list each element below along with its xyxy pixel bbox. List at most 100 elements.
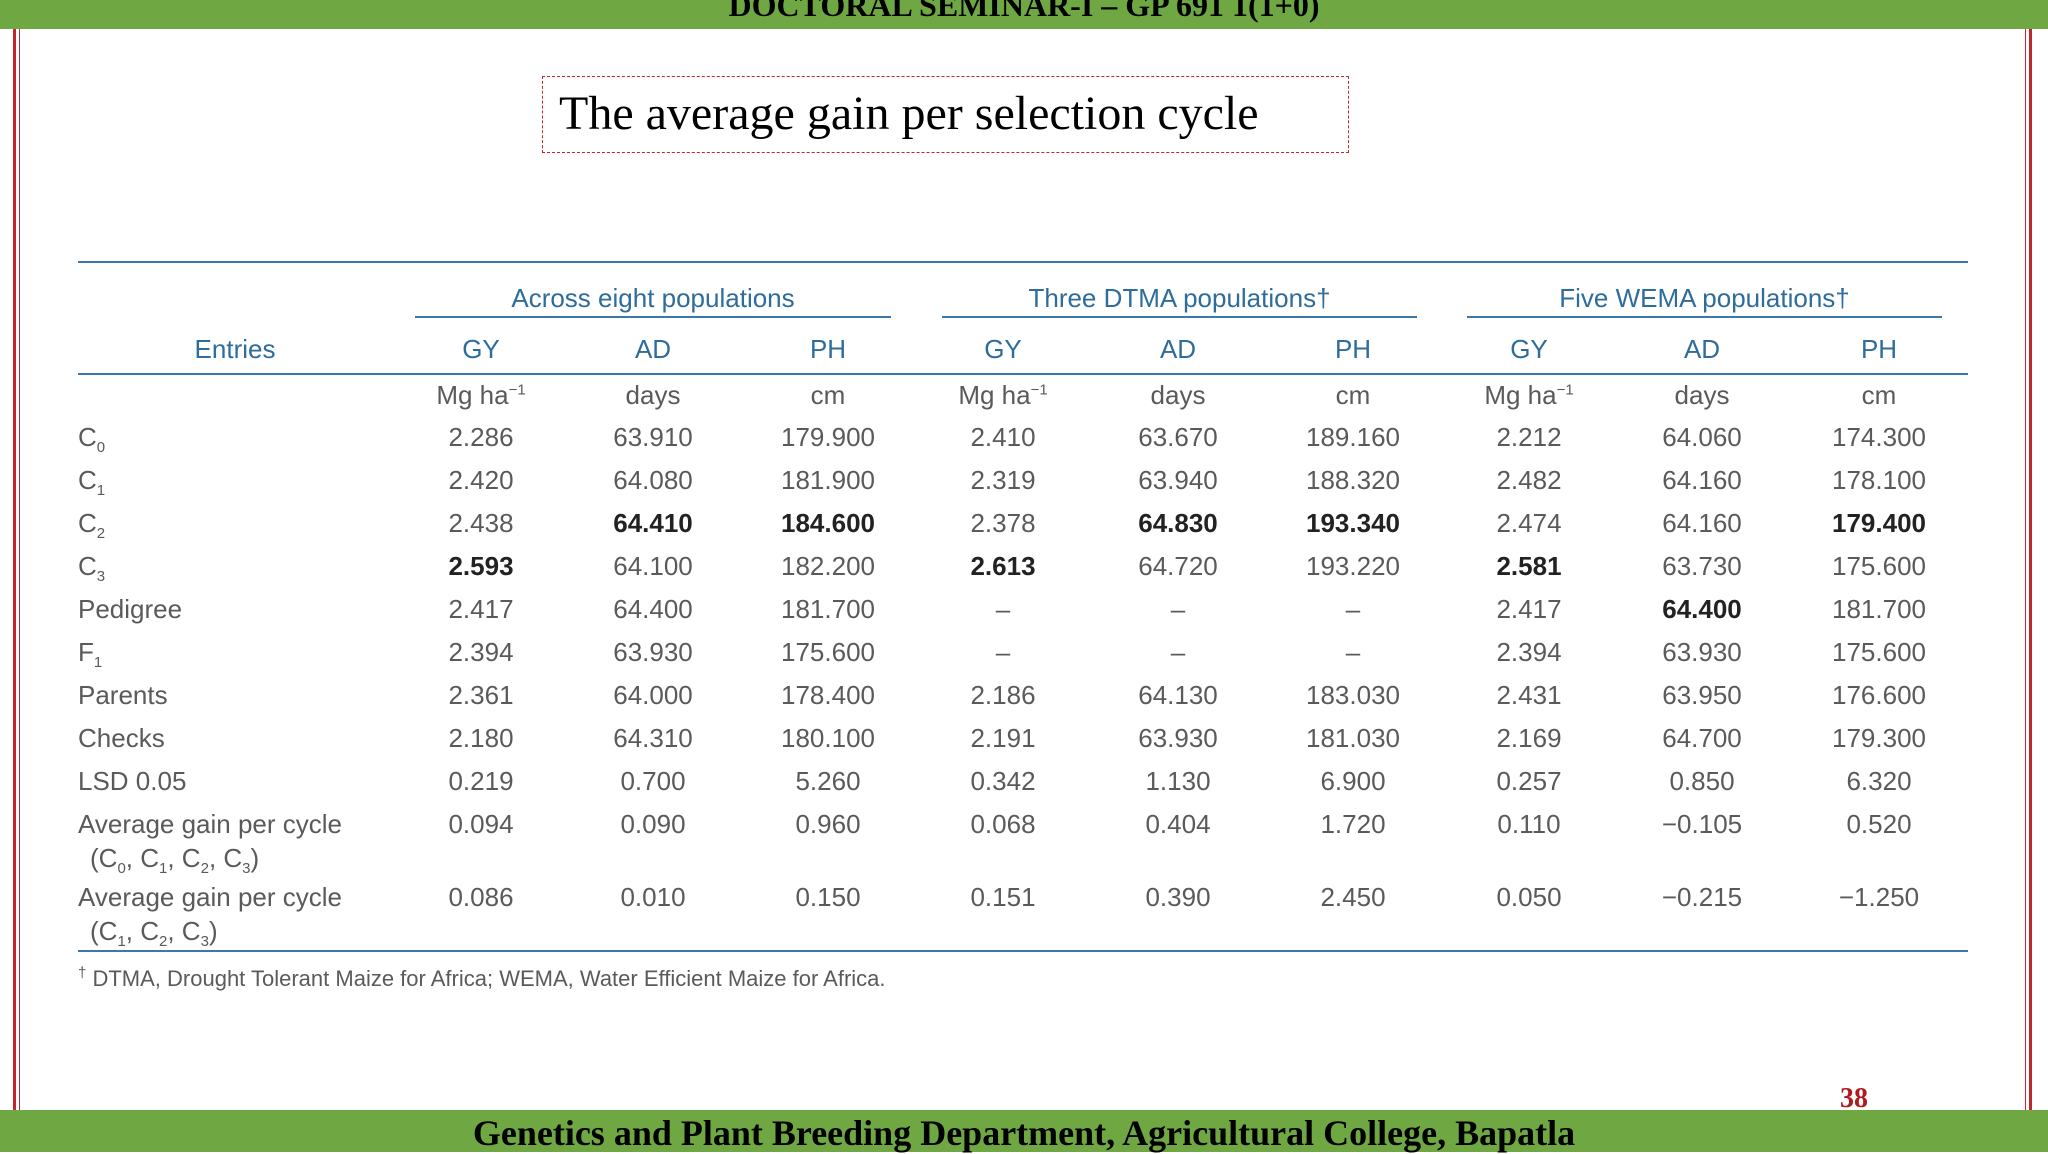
entry-part: , C bbox=[125, 843, 160, 873]
cell: 175.600 bbox=[1832, 637, 1926, 667]
group-header: Across eight populations bbox=[511, 283, 795, 313]
cell: 176.600 bbox=[1832, 680, 1926, 710]
unit: cm bbox=[1862, 382, 1897, 408]
entry-part: 2 bbox=[200, 860, 209, 878]
cell: 0.960 bbox=[795, 809, 861, 839]
unit-text: Mg ha bbox=[436, 380, 509, 410]
cell: −1.250 bbox=[1838, 882, 1920, 912]
cell: 0.850 bbox=[1669, 766, 1735, 796]
entry-part: F bbox=[78, 637, 94, 667]
unit-text: days bbox=[1150, 380, 1206, 410]
cell: −0.105 bbox=[1661, 809, 1743, 839]
unit: days bbox=[1151, 382, 1206, 408]
cell: 2.410 bbox=[970, 422, 1036, 452]
footer-bar: Genetics and Plant Breeding Department, … bbox=[0, 1110, 2048, 1153]
cell: 2.593 bbox=[448, 551, 514, 581]
cell: 179.900 bbox=[781, 422, 875, 452]
entry-part: C bbox=[78, 551, 97, 581]
cell: 0.520 bbox=[1846, 809, 1912, 839]
cell: 2.431 bbox=[1496, 680, 1562, 710]
entry-part: Pedigree bbox=[78, 594, 183, 624]
cell: 2.186 bbox=[970, 680, 1036, 710]
cell: −0.215 bbox=[1661, 882, 1743, 912]
cell: 64.160 bbox=[1662, 508, 1742, 538]
cell: 64.720 bbox=[1138, 551, 1218, 581]
entry-label: C3 bbox=[78, 551, 105, 584]
entry-part: 3 bbox=[96, 568, 106, 586]
cell: 0.151 bbox=[970, 882, 1036, 912]
cell: 2.613 bbox=[970, 551, 1036, 581]
cell: – bbox=[1170, 594, 1186, 624]
cell: 2.212 bbox=[1496, 422, 1562, 452]
cell: 63.950 bbox=[1662, 680, 1742, 710]
cell: 0.700 bbox=[620, 766, 686, 796]
table-bottom-rule bbox=[78, 950, 1968, 952]
cell: 0.257 bbox=[1496, 766, 1562, 796]
entry-label: C0 bbox=[78, 422, 105, 455]
cell: 64.160 bbox=[1662, 465, 1742, 495]
unit: Mg ha−1 bbox=[436, 382, 525, 408]
slide-title: The average gain per selection cycle bbox=[559, 87, 1259, 140]
entry-part: C bbox=[78, 422, 97, 452]
cell: 180.100 bbox=[781, 723, 875, 753]
entry-part: C bbox=[78, 465, 97, 495]
top-bar: DOCTORAL SEMINAR-I – GP 691 1(1+0) bbox=[0, 0, 2048, 29]
group-rule bbox=[1467, 316, 1942, 318]
entry-part: Checks bbox=[78, 723, 165, 753]
group-header: Five WEMA populations† bbox=[1559, 283, 1850, 313]
cell: 2.191 bbox=[970, 723, 1036, 753]
title-box: The average gain per selection cycle bbox=[542, 76, 1349, 153]
cell: 2.361 bbox=[448, 680, 514, 710]
entry-part: 1 bbox=[117, 933, 126, 951]
cell: 5.260 bbox=[795, 766, 861, 796]
unit-text: days bbox=[1674, 380, 1730, 410]
cell: 64.000 bbox=[613, 680, 693, 710]
cell: 63.670 bbox=[1138, 422, 1218, 452]
border-right bbox=[2029, 29, 2032, 1110]
group-rule bbox=[942, 316, 1417, 318]
entry-part: , C bbox=[208, 843, 243, 873]
border-left bbox=[13, 29, 16, 1110]
cell: 2.394 bbox=[1496, 637, 1562, 667]
cell: 189.160 bbox=[1306, 422, 1400, 452]
cell: 2.420 bbox=[448, 465, 514, 495]
border-left-thin bbox=[19, 29, 20, 1110]
entry-part: LSD 0.05 bbox=[78, 766, 187, 796]
cell: 2.482 bbox=[1496, 465, 1562, 495]
cell: 0.090 bbox=[620, 809, 686, 839]
entry-label: Average gain per cycle bbox=[78, 884, 342, 910]
unit-text: cm bbox=[810, 380, 846, 410]
entry-part: 0 bbox=[117, 860, 126, 878]
cell: 174.300 bbox=[1832, 422, 1926, 452]
cell: 0.086 bbox=[448, 882, 514, 912]
column-header: GY bbox=[1510, 334, 1548, 364]
column-header: GY bbox=[462, 334, 500, 364]
column-header: AD bbox=[634, 334, 672, 364]
cell: 182.200 bbox=[781, 551, 875, 581]
cell: 184.600 bbox=[781, 508, 875, 538]
entry-label: Pedigree bbox=[78, 596, 182, 622]
cell: 181.900 bbox=[781, 465, 875, 495]
entry-label: (C1, C2, C3) bbox=[90, 916, 218, 949]
entry-part: 3 bbox=[200, 933, 209, 951]
cell: – bbox=[1345, 594, 1361, 624]
entry-label: (C0, C1, C2, C3) bbox=[90, 843, 259, 876]
column-header: AD bbox=[1159, 334, 1197, 364]
cell: 181.700 bbox=[781, 594, 875, 624]
cell: 175.600 bbox=[781, 637, 875, 667]
entry-part: , C bbox=[167, 843, 201, 873]
cell: 64.080 bbox=[613, 465, 693, 495]
cell: 2.378 bbox=[970, 508, 1036, 538]
unit-sup: −1 bbox=[508, 381, 526, 399]
entry-part: 1 bbox=[96, 482, 106, 500]
unit-sup: −1 bbox=[1556, 381, 1574, 399]
unit: days bbox=[1675, 382, 1730, 408]
cell: 2.180 bbox=[448, 723, 514, 753]
cell: 179.300 bbox=[1832, 723, 1926, 753]
cell: – bbox=[1345, 637, 1361, 667]
entry-part: Average gain per cycle bbox=[78, 809, 343, 839]
entry-part: Average gain per cycle bbox=[78, 882, 343, 912]
entry-label: C1 bbox=[78, 465, 105, 498]
column-header: AD bbox=[1683, 334, 1721, 364]
entry-part: , C bbox=[167, 916, 201, 946]
